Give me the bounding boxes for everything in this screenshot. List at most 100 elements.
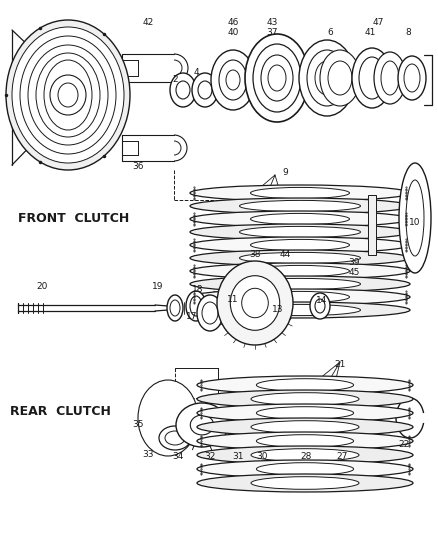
Text: 35: 35	[132, 420, 144, 429]
Ellipse shape	[256, 463, 353, 475]
Ellipse shape	[320, 50, 360, 106]
Text: 19: 19	[152, 282, 164, 291]
Ellipse shape	[406, 180, 424, 256]
Text: 38: 38	[249, 250, 261, 259]
Ellipse shape	[404, 64, 420, 92]
Ellipse shape	[251, 265, 350, 277]
Ellipse shape	[253, 44, 301, 112]
Ellipse shape	[251, 188, 350, 199]
Ellipse shape	[192, 73, 218, 107]
Text: 39: 39	[348, 258, 360, 267]
Ellipse shape	[150, 394, 186, 442]
Ellipse shape	[251, 292, 350, 303]
Text: 41: 41	[364, 28, 376, 37]
Ellipse shape	[198, 81, 212, 99]
Ellipse shape	[190, 415, 214, 435]
Ellipse shape	[226, 70, 240, 90]
Ellipse shape	[44, 60, 92, 130]
Ellipse shape	[36, 53, 100, 137]
Ellipse shape	[158, 405, 178, 431]
Text: 20: 20	[36, 282, 48, 291]
Ellipse shape	[381, 61, 399, 95]
Ellipse shape	[374, 52, 406, 104]
Ellipse shape	[268, 65, 286, 91]
Bar	[368, 195, 376, 255]
Ellipse shape	[197, 404, 413, 422]
Ellipse shape	[197, 446, 413, 464]
Ellipse shape	[170, 73, 196, 107]
Text: 43: 43	[266, 18, 278, 27]
Text: 17: 17	[186, 312, 198, 321]
Ellipse shape	[176, 403, 228, 447]
Ellipse shape	[398, 56, 426, 100]
Ellipse shape	[256, 407, 353, 419]
Ellipse shape	[261, 55, 293, 101]
Ellipse shape	[50, 75, 86, 115]
Ellipse shape	[202, 302, 218, 324]
Ellipse shape	[190, 263, 410, 279]
Ellipse shape	[165, 431, 185, 445]
Text: 4: 4	[193, 68, 199, 77]
Ellipse shape	[315, 299, 325, 313]
Ellipse shape	[251, 477, 359, 489]
Text: 13: 13	[272, 305, 284, 314]
Ellipse shape	[190, 289, 410, 305]
Ellipse shape	[242, 288, 268, 318]
Text: 40: 40	[227, 28, 239, 37]
Ellipse shape	[352, 48, 392, 108]
Ellipse shape	[211, 50, 255, 110]
Ellipse shape	[190, 198, 410, 214]
Text: 6: 6	[327, 28, 333, 37]
Ellipse shape	[240, 200, 360, 212]
Ellipse shape	[197, 460, 413, 478]
Ellipse shape	[256, 435, 353, 447]
Ellipse shape	[251, 421, 359, 433]
Ellipse shape	[240, 278, 360, 289]
Text: FRONT  CLUTCH: FRONT CLUTCH	[18, 212, 129, 225]
Ellipse shape	[245, 34, 309, 122]
Ellipse shape	[217, 261, 293, 345]
Ellipse shape	[240, 253, 360, 264]
Ellipse shape	[138, 380, 198, 456]
Ellipse shape	[197, 376, 413, 394]
Text: 42: 42	[142, 18, 154, 27]
Ellipse shape	[251, 239, 350, 251]
Text: 14: 14	[316, 296, 328, 305]
Ellipse shape	[12, 27, 124, 163]
Ellipse shape	[186, 291, 206, 321]
Ellipse shape	[219, 60, 247, 100]
Text: 45: 45	[348, 268, 360, 277]
Text: 10: 10	[409, 218, 421, 227]
Ellipse shape	[28, 45, 108, 145]
Ellipse shape	[310, 293, 330, 319]
Text: 33: 33	[142, 450, 154, 459]
Text: 21: 21	[334, 360, 346, 369]
Ellipse shape	[190, 296, 202, 316]
Ellipse shape	[190, 250, 410, 266]
Text: 46: 46	[227, 18, 239, 27]
Ellipse shape	[159, 426, 191, 450]
Ellipse shape	[190, 185, 410, 201]
Text: 31: 31	[232, 452, 244, 461]
Ellipse shape	[6, 20, 130, 170]
Ellipse shape	[197, 418, 413, 436]
Ellipse shape	[240, 304, 360, 316]
Ellipse shape	[307, 50, 347, 106]
Text: 27: 27	[336, 452, 348, 461]
Ellipse shape	[251, 213, 350, 224]
Ellipse shape	[190, 237, 410, 253]
Ellipse shape	[190, 302, 410, 318]
Text: REAR  CLUTCH: REAR CLUTCH	[10, 405, 111, 418]
Ellipse shape	[197, 390, 413, 408]
Text: 37: 37	[266, 28, 278, 37]
Ellipse shape	[240, 227, 360, 238]
Ellipse shape	[167, 295, 183, 321]
Ellipse shape	[197, 474, 413, 492]
Ellipse shape	[190, 211, 410, 227]
Ellipse shape	[58, 83, 78, 107]
Ellipse shape	[190, 276, 410, 292]
Ellipse shape	[230, 276, 280, 330]
Text: 8: 8	[405, 28, 411, 37]
Text: 36: 36	[132, 162, 144, 171]
Ellipse shape	[140, 382, 196, 454]
